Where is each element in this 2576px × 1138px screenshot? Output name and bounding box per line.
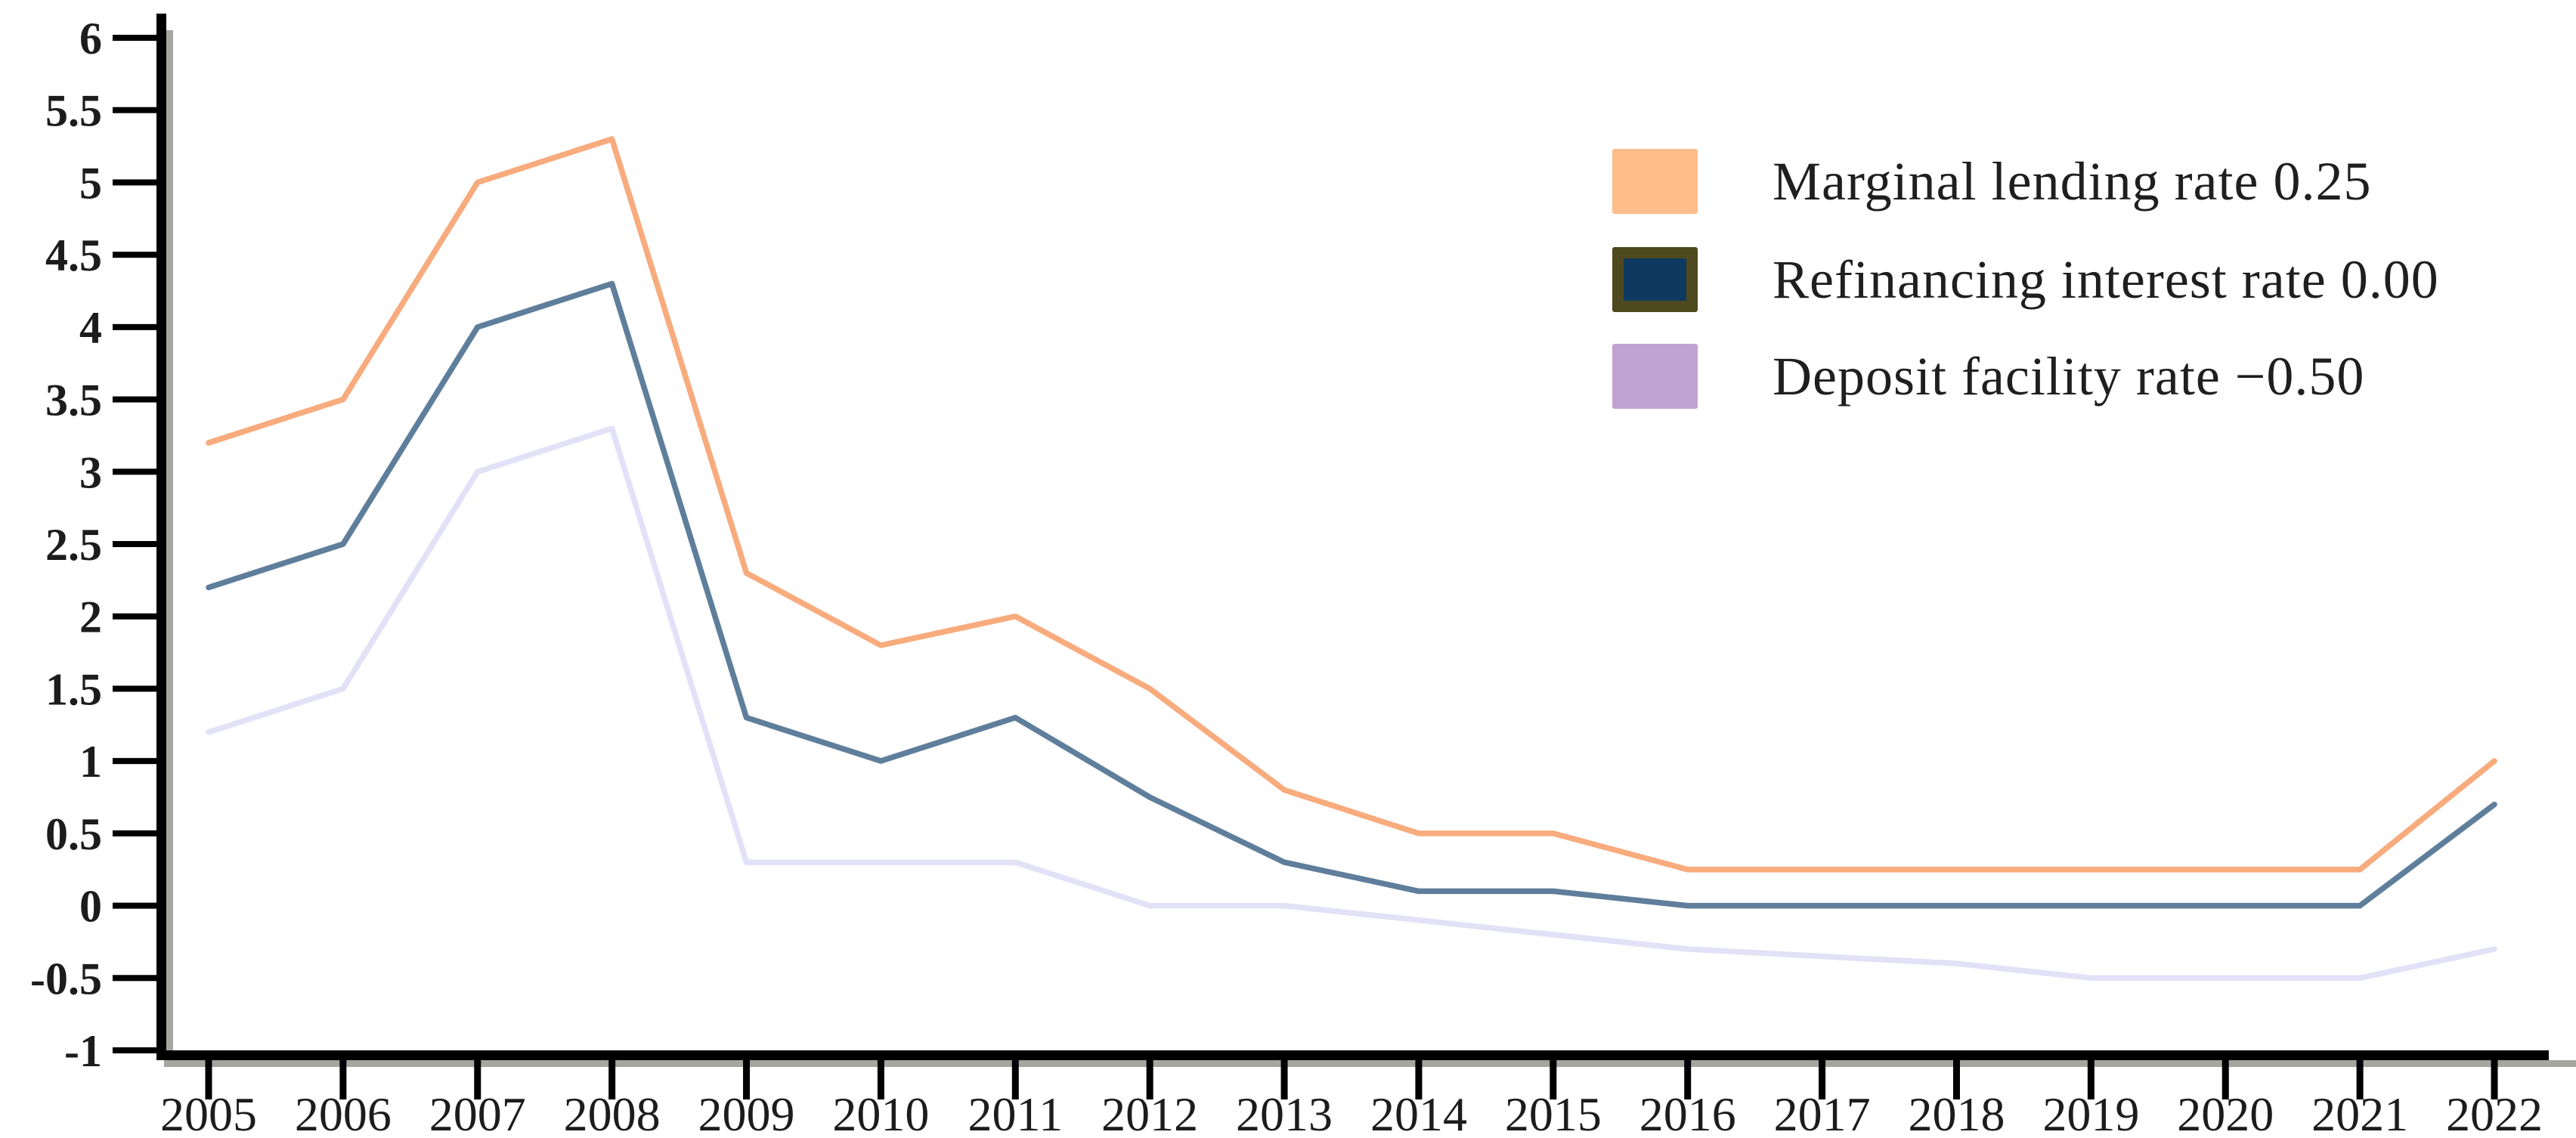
y-tick-5 xyxy=(113,179,156,186)
x-tick-2019 xyxy=(2087,1060,2095,1099)
series-line-deposit-facility-rate xyxy=(206,425,2497,982)
x-tick-label-2022: 2022 xyxy=(2446,1087,2543,1138)
x-tick-label-2010: 2010 xyxy=(832,1087,929,1138)
legend-item-marginal-lending-rate: Marginal lending rate 0.25 xyxy=(1612,149,2371,214)
y-tick-label-0.5: 0.5 xyxy=(45,809,102,859)
y-tick-4 xyxy=(113,323,156,330)
x-tick-label-2020: 2020 xyxy=(2177,1087,2274,1138)
y-tick-label-2: 2 xyxy=(79,592,102,642)
x-tick-label-2007: 2007 xyxy=(429,1087,526,1138)
y-tick-2 xyxy=(113,613,156,620)
x-tick-2012 xyxy=(1146,1060,1153,1099)
x-tick-2010 xyxy=(877,1060,884,1099)
series-line-marginal-lending-rate xyxy=(206,136,2497,873)
x-axis-shadow xyxy=(164,1060,2576,1067)
legend-item-deposit-facility-rate: Deposit facility rate −0.50 xyxy=(1612,344,2364,409)
y-tick-label-6: 6 xyxy=(79,14,102,63)
y-tick-4.5 xyxy=(113,252,156,258)
y-tick-0.5 xyxy=(113,830,156,836)
x-tick-2016 xyxy=(1684,1060,1692,1099)
legend-swatch-marginal-lending-rate xyxy=(1612,149,1698,214)
x-tick-2020 xyxy=(2221,1060,2229,1099)
x-tick-label-2016: 2016 xyxy=(1639,1087,1736,1138)
legend-swatch-refinancing-interest-rate xyxy=(1612,247,1698,312)
y-tick-label--0.5: -0.5 xyxy=(30,954,102,1003)
legend-label-marginal-lending-rate: Marginal lending rate 0.25 xyxy=(1773,150,2372,212)
y-tick-label-2.5: 2.5 xyxy=(45,520,102,570)
x-tick-2022 xyxy=(2491,1060,2498,1099)
y-tick-2.5 xyxy=(113,541,156,547)
y-tick-0 xyxy=(113,902,156,909)
y-tick--1 xyxy=(113,1047,156,1053)
legend-label-deposit-facility-rate: Deposit facility rate −0.50 xyxy=(1773,345,2365,407)
x-tick-label-2021: 2021 xyxy=(2311,1087,2408,1138)
x-tick-2013 xyxy=(1280,1060,1288,1099)
legend-swatch-deposit-facility-rate xyxy=(1612,344,1698,409)
y-axis xyxy=(156,14,166,1060)
y-tick-3 xyxy=(113,468,156,475)
x-tick-2008 xyxy=(608,1060,616,1099)
y-tick-label-3.5: 3.5 xyxy=(45,376,102,425)
x-tick-2007 xyxy=(474,1060,481,1099)
y-tick-label-5.5: 5.5 xyxy=(45,86,102,136)
x-tick-label-2012: 2012 xyxy=(1101,1087,1198,1138)
x-tick-2021 xyxy=(2356,1060,2364,1099)
y-tick-6 xyxy=(113,35,156,41)
y-tick-1.5 xyxy=(113,685,156,692)
x-tick-label-2006: 2006 xyxy=(295,1087,392,1138)
x-tick-2015 xyxy=(1550,1060,1557,1099)
x-tick-2014 xyxy=(1415,1060,1423,1099)
x-tick-label-2005: 2005 xyxy=(160,1087,257,1138)
x-tick-2009 xyxy=(743,1060,751,1099)
x-tick-2011 xyxy=(1011,1060,1019,1099)
legend-label-refinancing-interest-rate: Refinancing interest rate 0.00 xyxy=(1773,249,2439,310)
y-tick-5.5 xyxy=(113,107,156,113)
y-tick-label-1.5: 1.5 xyxy=(45,664,102,714)
x-tick-label-2015: 2015 xyxy=(1505,1087,1602,1138)
y-tick-label-4.5: 4.5 xyxy=(45,230,102,280)
y-tick-label-3: 3 xyxy=(79,447,102,497)
x-tick-2017 xyxy=(1819,1060,1826,1099)
y-tick-label-1: 1 xyxy=(79,737,102,787)
x-tick-label-2017: 2017 xyxy=(1774,1087,1871,1138)
x-tick-2005 xyxy=(205,1060,212,1099)
y-tick-3.5 xyxy=(113,396,156,403)
x-tick-label-2013: 2013 xyxy=(1236,1087,1333,1138)
x-tick-label-2009: 2009 xyxy=(698,1087,795,1138)
x-tick-label-2014: 2014 xyxy=(1370,1087,1467,1138)
y-tick-1 xyxy=(113,758,156,765)
series-line-refinancing-interest-rate xyxy=(206,280,2497,909)
y-tick-label-0: 0 xyxy=(79,882,102,932)
x-axis xyxy=(156,1050,2549,1060)
legend-item-refinancing-interest-rate: Refinancing interest rate 0.00 xyxy=(1612,247,2439,312)
y-tick-label--1: -1 xyxy=(64,1026,102,1076)
y-tick-label-5: 5 xyxy=(79,158,102,208)
x-tick-label-2008: 2008 xyxy=(564,1087,661,1138)
x-tick-2018 xyxy=(1952,1060,1960,1099)
x-tick-label-2011: 2011 xyxy=(968,1087,1063,1138)
x-tick-label-2019: 2019 xyxy=(2042,1087,2139,1138)
y-axis-shadow xyxy=(166,30,173,1059)
x-tick-label-2018: 2018 xyxy=(1908,1087,2005,1138)
y-tick--0.5 xyxy=(113,975,156,982)
x-tick-2006 xyxy=(339,1060,347,1099)
y-tick-label-4: 4 xyxy=(79,303,102,353)
